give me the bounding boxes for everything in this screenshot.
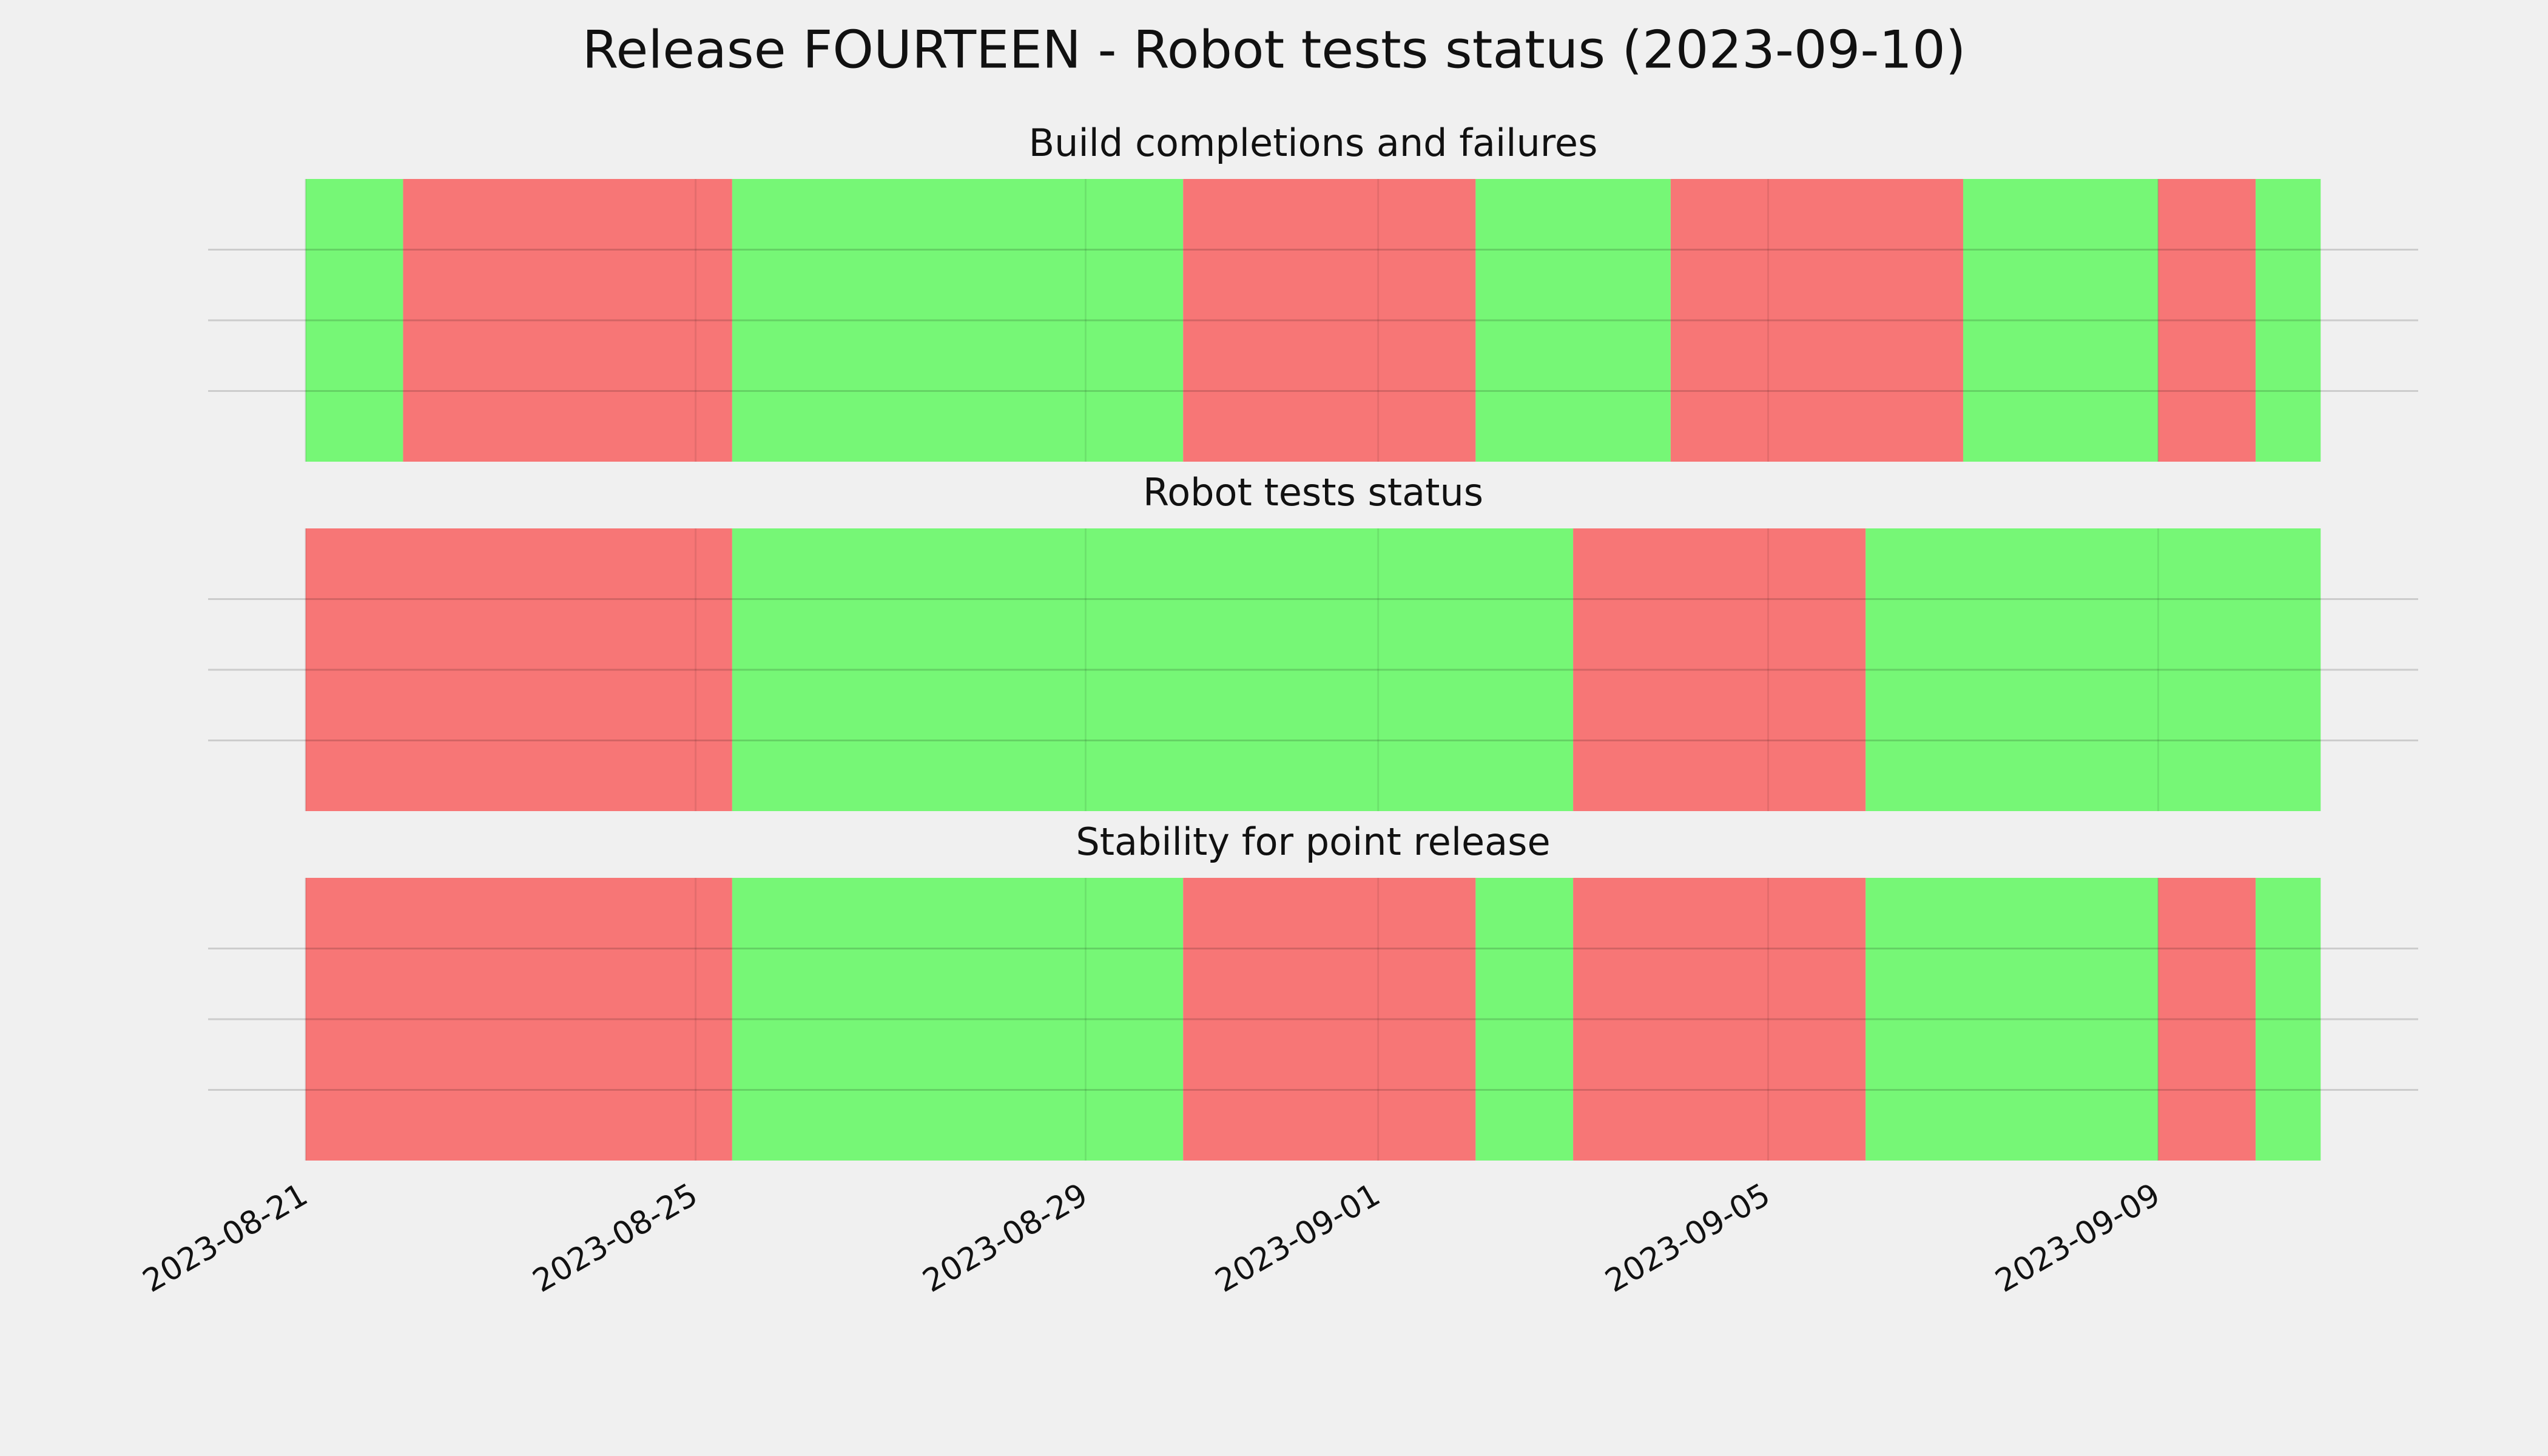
status-span	[1475, 878, 1574, 1161]
status-span	[1573, 878, 1866, 1161]
status-span	[2256, 179, 2321, 462]
subplot-title: Stability for point release	[1076, 820, 1550, 864]
status-span	[2158, 878, 2256, 1161]
status-span	[305, 528, 732, 811]
status-span	[732, 528, 1574, 811]
status-span	[1475, 179, 1671, 462]
status-span	[2256, 878, 2321, 1161]
status-span	[1183, 878, 1476, 1161]
status-span	[732, 878, 1184, 1161]
chart-title: Release FOURTEEN - Robot tests status (2…	[582, 19, 1966, 80]
status-span	[305, 878, 732, 1161]
status-span	[732, 179, 1184, 462]
status-span	[1866, 878, 2159, 1161]
status-span	[2158, 179, 2256, 462]
status-span	[305, 179, 403, 462]
subplot-title: Build completions and failures	[1029, 121, 1598, 165]
status-span	[403, 179, 732, 462]
status-span	[1573, 528, 1866, 811]
status-span	[1866, 528, 2321, 811]
status-span	[1670, 179, 1963, 462]
subplot-title: Robot tests status	[1143, 470, 1483, 514]
status-span	[1183, 179, 1476, 462]
status-span	[1963, 179, 2159, 462]
